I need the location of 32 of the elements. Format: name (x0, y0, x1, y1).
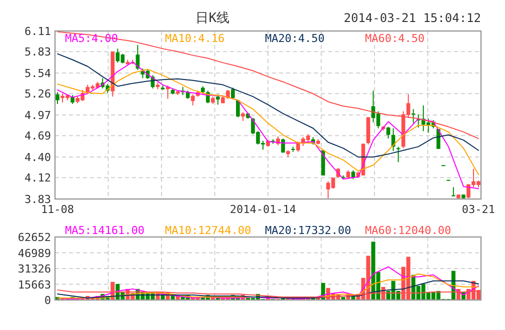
text: MA20:4.50 (265, 32, 325, 45)
text: MA60:4.50 (365, 32, 425, 45)
y-tick-label: 5.54 (24, 67, 52, 80)
text: MA10:12744.00 (165, 224, 252, 237)
y-tick-label: 0 (44, 294, 51, 307)
line-series (57, 61, 479, 190)
y-tick-label: 31326 (18, 262, 51, 276)
y-tick-label: 4.12 (24, 172, 51, 185)
line-series (57, 280, 479, 298)
line-series (57, 53, 479, 158)
text: MA60:12040.00 (365, 224, 452, 237)
line-series (57, 68, 479, 176)
y-tick-label: 5.83 (24, 46, 51, 59)
y-tick-label: 4.40 (24, 151, 51, 164)
chart-title: 日K线 (196, 11, 230, 26)
line-series (57, 31, 479, 140)
y-tick-label: 4.97 (24, 109, 51, 122)
text: MA5:4.00 (65, 32, 118, 45)
x-tick-label: 2014-01-14 (230, 203, 296, 216)
text: MA5:14161.00 (65, 224, 144, 237)
text: 2014-03-21 15:04:12 (344, 11, 481, 25)
y-tick-label: 3.83 (24, 193, 51, 206)
y-tick-label: 62652 (18, 231, 51, 244)
y-tick-label: 5.26 (24, 88, 51, 101)
x-tick-label: 03-21 (462, 203, 496, 216)
y-tick-label: 15663 (18, 278, 51, 292)
y-tick-label: 46989 (18, 246, 51, 260)
text: MA20:17332.00 (265, 224, 352, 237)
x-tick-label: 11-08 (40, 203, 74, 216)
y-tick-label: 6.11 (24, 25, 51, 38)
text: MA10:4.16 (165, 32, 225, 45)
y-tick-label: 4.69 (24, 130, 51, 143)
